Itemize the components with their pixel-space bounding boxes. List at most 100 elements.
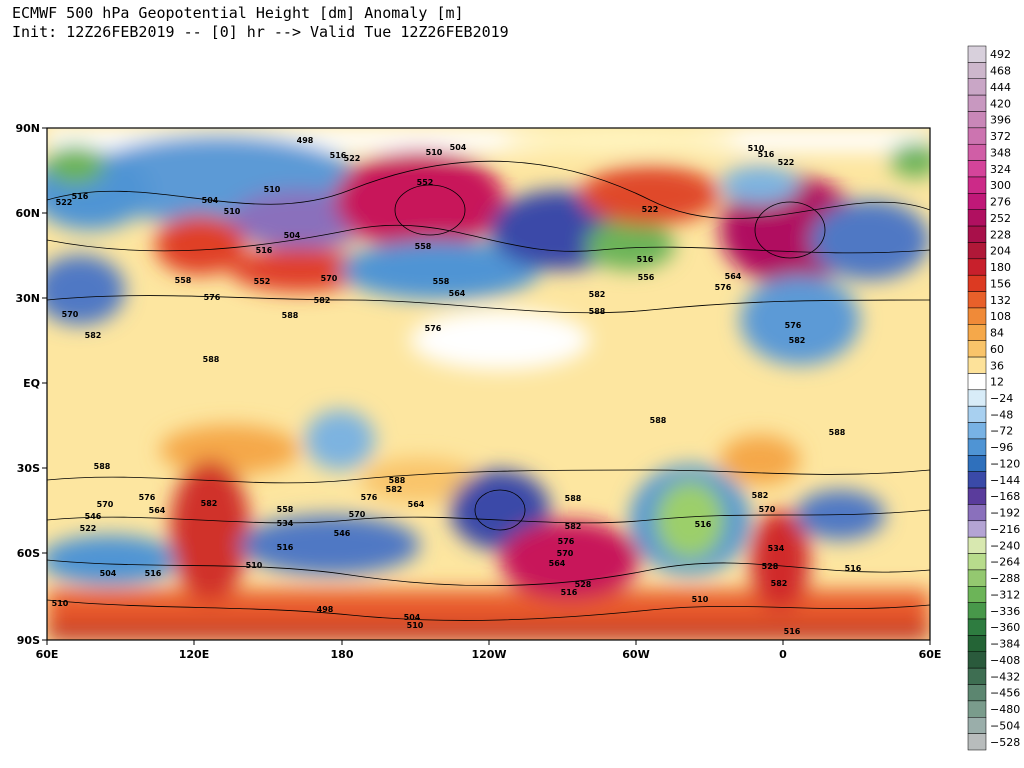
colorbar-swatch [967, 291, 987, 309]
colorbar-swatch [967, 487, 987, 505]
colorbar-swatch [967, 78, 987, 96]
contour-label: 570 [349, 510, 366, 519]
colorbar-swatch [967, 553, 987, 571]
contour-label: 588 [94, 462, 111, 471]
contour-label: 582 [85, 331, 102, 340]
colorbar-swatch [967, 504, 987, 522]
colorbar-swatch [967, 618, 987, 636]
contour-label: 516 [277, 543, 294, 552]
contour-label: 582 [771, 579, 788, 588]
colorbar-swatch [967, 143, 987, 161]
colorbar-label: −336 [990, 605, 1020, 618]
y-axis-label: 30N [15, 292, 40, 305]
contour-label: 522 [56, 198, 73, 207]
colorbar-swatch [967, 307, 987, 325]
contour-label: 576 [361, 493, 378, 502]
contour-label: 510 [264, 185, 281, 194]
x-axis-label: 60W [622, 648, 649, 661]
colorbar-swatch [967, 242, 987, 260]
contour-label: 510 [692, 595, 709, 604]
colorbar-swatch [967, 193, 987, 210]
contour-label: 516 [758, 150, 775, 159]
colorbar-label: −408 [990, 654, 1020, 667]
contour-label: 522 [344, 154, 361, 163]
colorbar-swatch [967, 176, 987, 194]
contour-label: 582 [589, 290, 606, 299]
contour-label: 516 [330, 151, 347, 160]
contour-label: 564 [408, 500, 425, 509]
contour-label: 576 [139, 493, 156, 502]
contour-label: 564 [725, 272, 742, 281]
colorbar-label: −144 [990, 474, 1020, 487]
colorbar-swatch [967, 45, 987, 63]
contour-label: 564 [549, 559, 566, 568]
x-axis-label: 60E [36, 648, 59, 661]
y-axis-label: 90S [17, 634, 40, 647]
contour-label: 556 [638, 273, 655, 282]
colorbar-swatch [967, 455, 987, 472]
contour-label: 588 [282, 311, 299, 320]
contour-label: 576 [558, 537, 575, 546]
y-axis-label: 60S [17, 547, 40, 560]
contour-label: 570 [557, 549, 574, 558]
contour-label: 558 [175, 276, 192, 285]
contour-label: 510 [748, 144, 765, 153]
colorbar-label: 396 [990, 114, 1011, 127]
colorbar-label: −360 [990, 621, 1020, 634]
colorbar-swatch [967, 586, 987, 603]
contour-label: 528 [575, 580, 592, 589]
y-axis-label: EQ [23, 377, 40, 390]
colorbar-label: 84 [990, 327, 1004, 340]
title: ECMWF 500 hPa Geopotential Height [dm] A… [12, 4, 464, 22]
colorbar-swatch [967, 94, 987, 112]
contour-label: 558 [415, 242, 432, 251]
contour-label: 504 [202, 196, 219, 205]
contour-label: 498 [297, 136, 314, 145]
colorbar-label: −432 [990, 670, 1020, 683]
colorbar-label: −264 [990, 556, 1020, 569]
colorbar-swatch [967, 209, 987, 227]
contour-label: 582 [314, 296, 331, 305]
contour-label: 504 [284, 231, 301, 240]
contour-label: 516 [695, 520, 712, 529]
contour-label: 570 [759, 505, 776, 514]
colorbar-label: 252 [990, 212, 1011, 225]
colorbar-label: 348 [990, 146, 1011, 159]
contour-label: 588 [565, 494, 582, 503]
subtitle: Init: 12Z26FEB2019 -- [0] hr --> Valid T… [12, 23, 509, 41]
contour-label: 582 [201, 499, 218, 508]
contour-label: 576 [425, 324, 442, 333]
colorbar-label: −48 [990, 408, 1013, 421]
colorbar-label: 276 [990, 196, 1011, 209]
contour-label: 588 [203, 355, 220, 364]
colorbar-label: 132 [990, 294, 1011, 307]
contour-label: 582 [752, 491, 769, 500]
colorbar-label: −72 [990, 425, 1013, 438]
contour-label: 522 [642, 205, 659, 214]
contour-label: 582 [789, 336, 806, 345]
colorbar-label: 468 [990, 65, 1011, 78]
colorbar-swatch [967, 389, 987, 407]
colorbar-swatch [967, 225, 987, 243]
colorbar-label: −192 [990, 507, 1020, 520]
x-axis-label: 180 [331, 648, 354, 661]
colorbar-label: 12 [990, 376, 1004, 389]
colorbar-label: 324 [990, 163, 1011, 176]
contour-label: 570 [97, 500, 114, 509]
contour-label: 510 [246, 561, 263, 570]
contour-label: 510 [52, 599, 69, 608]
contour-label: 588 [829, 428, 846, 437]
colorbar-label: −312 [990, 588, 1020, 601]
contour-label: 516 [256, 246, 273, 255]
colorbar-label: −504 [990, 719, 1020, 732]
x-axis-label: 120E [179, 648, 209, 661]
contour-label: 552 [254, 277, 271, 286]
contour-label: 558 [277, 505, 294, 514]
colorbar-swatch [967, 438, 987, 456]
colorbar-label: −216 [990, 523, 1020, 536]
y-axis-label: 90N [15, 122, 40, 135]
colorbar-swatch [967, 684, 987, 702]
